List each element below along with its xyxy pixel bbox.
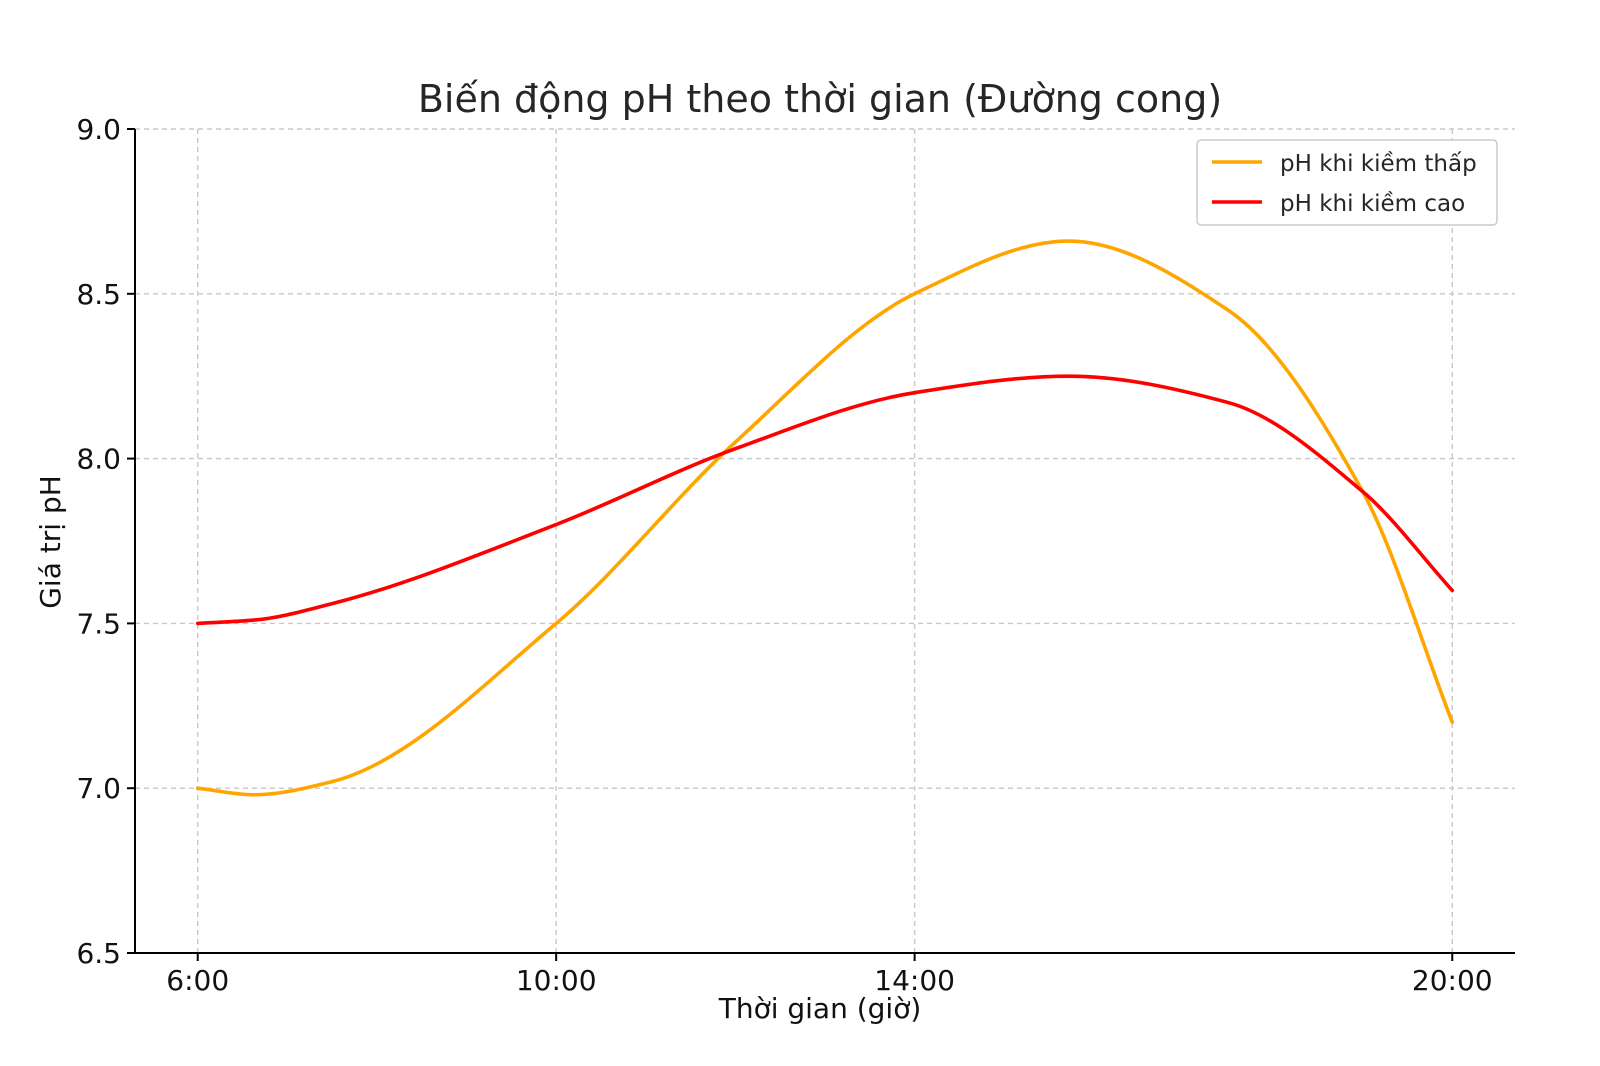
- chart-title: Biến động pH theo thời gian (Đường cong): [418, 77, 1222, 121]
- tick-labels: 6:00 10:00 14:00 20:00 6.5 7.0 7.5 8.0 8.5 9.0: [76, 113, 1492, 997]
- y-axis-label: Giá trị pH: [34, 475, 67, 609]
- x-tick-label: 10:00: [516, 964, 597, 997]
- y-tick-label: 7.0: [76, 772, 121, 805]
- y-tick-label: 6.5: [76, 937, 121, 970]
- x-axis-label: Thời gian (giờ): [718, 992, 922, 1025]
- y-tick-label: 9.0: [76, 113, 121, 146]
- x-tick-label: 6:00: [166, 964, 229, 997]
- series-line-high: [195, 374, 1455, 626]
- legend-label-low: pH khi kiềm thấp: [1280, 151, 1477, 177]
- legend-label-high: pH khi kiềm cao: [1280, 191, 1465, 217]
- grid-lines: [135, 128, 1515, 953]
- y-tick-label: 7.5: [76, 607, 121, 640]
- x-tick-label: 20:00: [1412, 964, 1493, 997]
- series-line-low: [195, 239, 1455, 797]
- legend: pH khi kiềm thấp pH khi kiềm cao: [1196, 139, 1498, 226]
- y-tick-label: 8.5: [76, 278, 121, 311]
- axes: [127, 128, 1515, 961]
- x-tick-label: 14:00: [874, 964, 955, 997]
- series-lines: [195, 239, 1455, 797]
- y-tick-label: 8.0: [76, 443, 121, 476]
- legend-box: [1196, 139, 1498, 226]
